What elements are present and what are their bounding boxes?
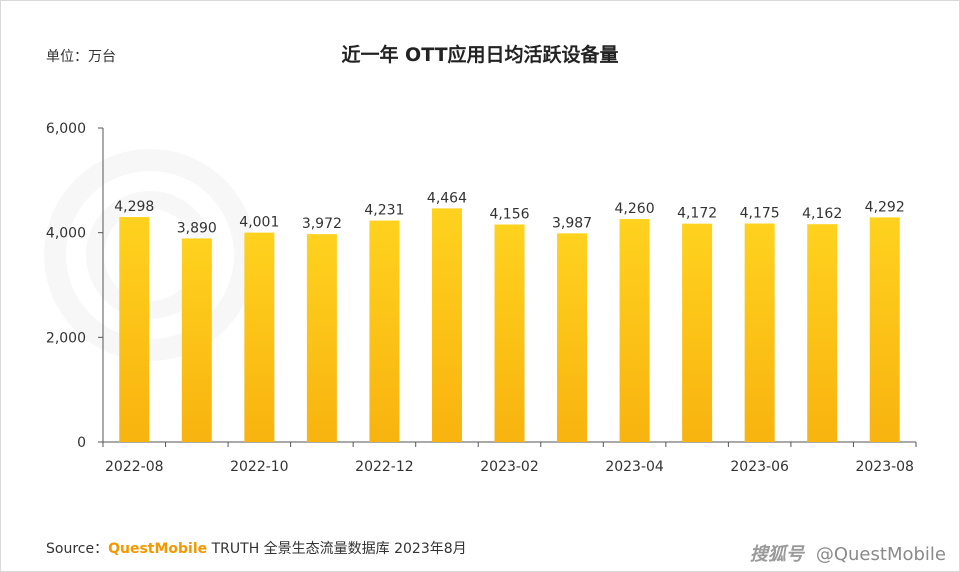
y-tick-label: 4,000	[46, 226, 86, 242]
watermark-logo-ring	[44, 149, 256, 361]
source-note: Source：QuestMobile TRUTH 全景生态流量数据库 2023年…	[46, 538, 467, 558]
y-tick-label: 2,000	[46, 330, 86, 346]
source-text: TRUTH 全景生态流量数据库 2023年8月	[211, 541, 467, 557]
watermark-handle: @QuestMobile	[815, 544, 946, 565]
bar	[807, 224, 838, 442]
bar-value-label: 4,172	[677, 206, 717, 222]
bar-value-label: 3,987	[552, 215, 592, 231]
y-tick-label: 6,000	[46, 121, 86, 137]
x-tick-label: 2023-06	[730, 459, 789, 475]
bar-value-label: 4,175	[740, 206, 780, 222]
sohu-logo: 搜狐号	[749, 544, 804, 565]
bar	[682, 223, 713, 442]
bar-value-label: 4,001	[239, 215, 279, 231]
value-labels: 4,298 3,890 4,001 3,972 4,231 4,464 4,156 3,987…	[114, 190, 905, 236]
bar-value-label: 4,298	[114, 199, 154, 215]
bar-value-label: 4,162	[802, 206, 842, 222]
bar	[306, 234, 337, 442]
x-tick-label: 2022-10	[230, 459, 289, 475]
bar	[619, 219, 650, 442]
bar	[869, 217, 900, 442]
x-tick-label: 2023-04	[605, 459, 664, 475]
source-prefix: Source：	[46, 541, 109, 557]
bar-value-label: 4,260	[615, 201, 655, 217]
unit-label: 单位：万台	[46, 49, 116, 65]
x-tick-label: 2022-12	[355, 459, 414, 475]
bar-value-label: 4,292	[865, 199, 905, 215]
bar	[744, 223, 775, 442]
axes: 0 2,000 4,000 6,000 2022-08 2022-10 2022-12 202…	[46, 121, 917, 475]
bar	[181, 238, 212, 442]
bar	[369, 220, 400, 442]
bar	[431, 208, 462, 442]
bar	[557, 233, 588, 442]
source-brand: QuestMobile	[108, 541, 208, 557]
y-tick-label: 0	[77, 435, 86, 451]
bar	[494, 224, 525, 442]
x-tick-label: 2023-08	[855, 459, 914, 475]
bar-value-label: 3,972	[302, 216, 342, 232]
bars	[119, 208, 900, 442]
bar-value-label: 3,890	[177, 220, 217, 236]
bar	[119, 217, 150, 442]
bar-value-label: 4,156	[489, 207, 529, 223]
x-tick-label: 2023-02	[480, 459, 539, 475]
chart-title: 近一年 OTT应用日均活跃设备量	[341, 44, 619, 66]
bar	[244, 232, 275, 442]
bar-value-label: 4,464	[427, 190, 467, 206]
x-tick-label: 2022-08	[105, 459, 164, 475]
watermark: 搜狐号 @QuestMobile	[750, 540, 946, 566]
bar-value-label: 4,231	[364, 203, 404, 219]
